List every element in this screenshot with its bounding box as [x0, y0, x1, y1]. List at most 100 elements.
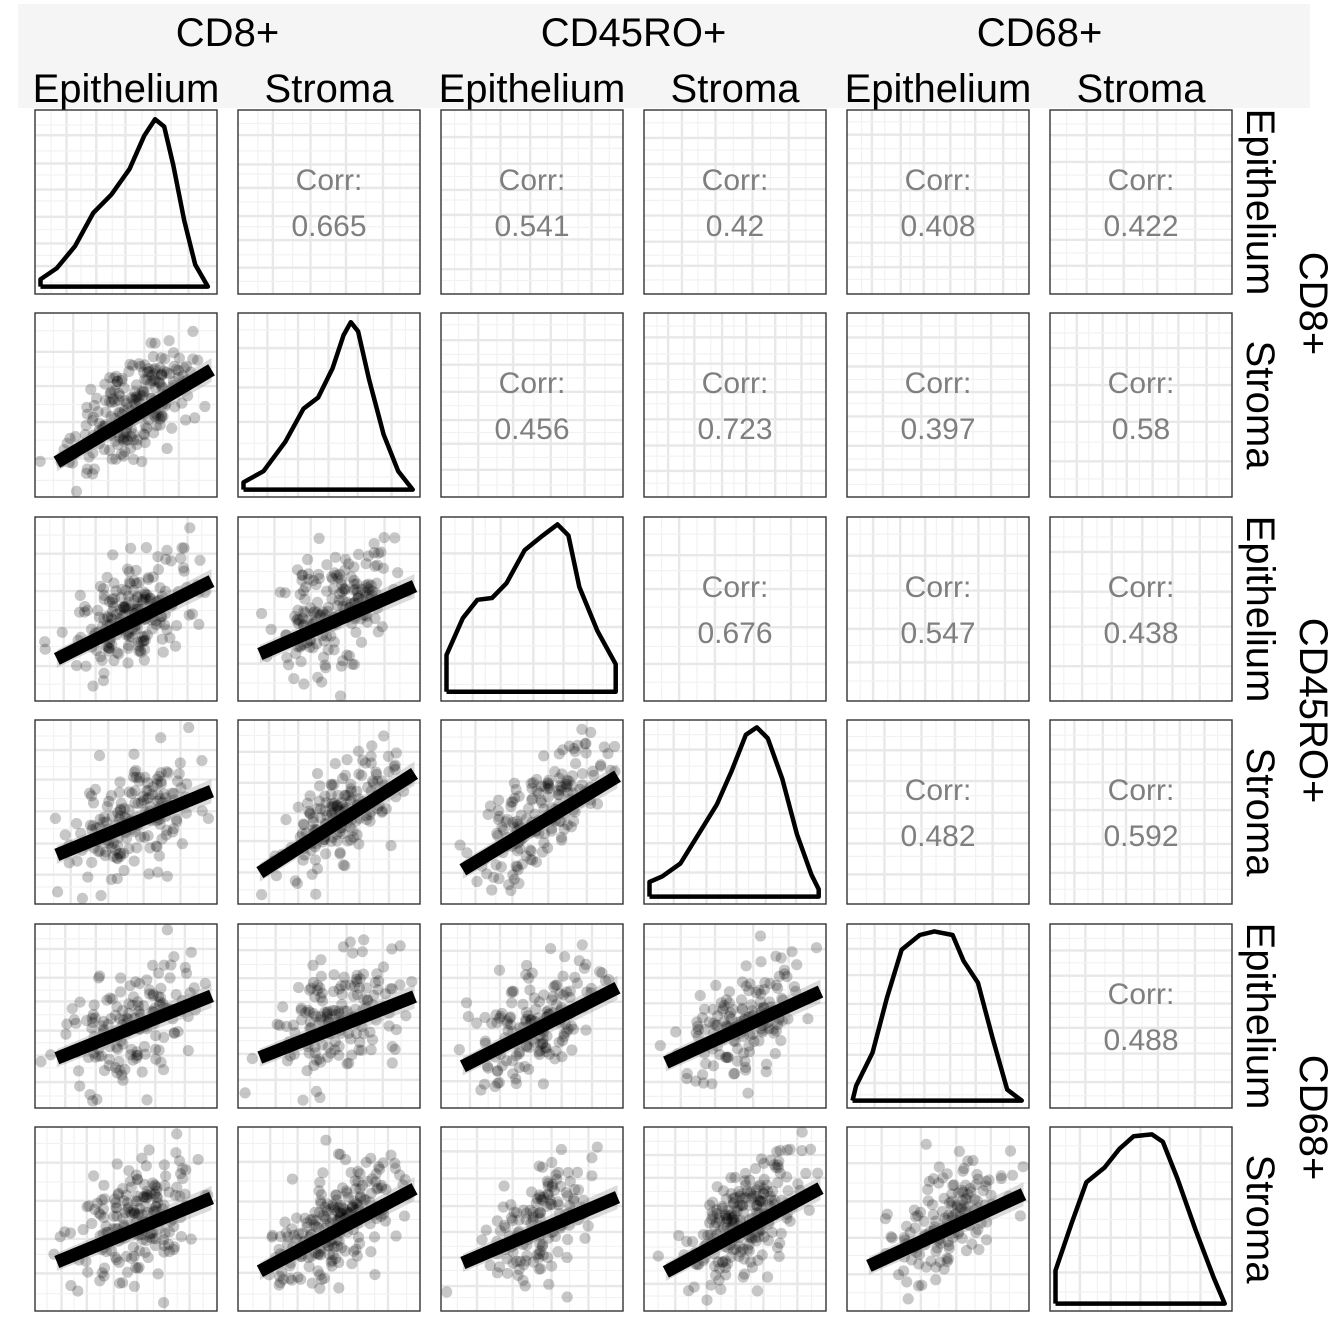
scatter-point [778, 964, 790, 976]
scatter-point [76, 892, 88, 905]
scatter-point [730, 1243, 742, 1255]
scatter-point [81, 1201, 93, 1213]
scatter-point [345, 1167, 357, 1179]
scatter-point [158, 1246, 170, 1258]
scatter-point [544, 782, 556, 794]
scatter-point [64, 432, 76, 444]
scatter-point [117, 1038, 129, 1050]
scatter-point [140, 1235, 152, 1247]
scatter-point [585, 982, 598, 995]
panel-cd45ro-epithelium-vs-cd68-stroma: Corr:0.438 [1049, 516, 1233, 702]
scatter-point [39, 643, 51, 655]
scatter-point [322, 1006, 334, 1018]
panel-cd45ro-stroma-vs-cd45ro-stroma [643, 719, 827, 905]
fit-line [459, 770, 621, 876]
scatter-point [791, 959, 803, 971]
scatter-point [326, 1255, 338, 1267]
scatter-point [355, 1192, 367, 1204]
scatter-point [74, 1080, 86, 1092]
scatter-point [362, 1175, 374, 1187]
scatter-point [310, 1010, 322, 1023]
scatter-point [715, 1283, 727, 1295]
scatter-point [562, 1190, 574, 1202]
scatter-point [563, 775, 575, 787]
scatter-point [586, 1170, 598, 1182]
corr-value: 0.408 [900, 210, 975, 243]
panel-border [237, 109, 421, 295]
scatter-point [956, 1194, 969, 1207]
scatter-point [108, 592, 120, 604]
scatter-point [346, 658, 358, 670]
scatter-point [297, 569, 309, 581]
scatter-point [371, 768, 383, 781]
scatter-point [484, 1259, 496, 1271]
scatter-point [158, 959, 170, 971]
scatter-point [699, 1003, 711, 1015]
scatter-point [681, 1073, 693, 1085]
corr-label: Corr: [1108, 571, 1175, 604]
scatter-point [307, 812, 319, 824]
scatter-point [967, 1154, 979, 1167]
scatter-point [505, 796, 517, 808]
scatter-point [339, 1245, 351, 1257]
scatter-point [392, 567, 404, 579]
scatter-point [132, 1000, 144, 1012]
scatter-point [154, 377, 166, 389]
scatter-point [389, 532, 401, 544]
scatter-point [91, 1093, 103, 1105]
scatter-point [942, 1209, 955, 1221]
scatter-point [127, 1054, 139, 1066]
corr-label: Corr: [702, 571, 769, 604]
scatter-point [930, 1261, 942, 1273]
scatter-point [155, 982, 167, 994]
scatter-point [351, 829, 363, 841]
scatter-point [128, 1205, 140, 1217]
scatter-point [329, 1005, 341, 1017]
scatter-point [246, 1053, 258, 1065]
scatter-point [113, 388, 125, 400]
scatter-point [282, 1238, 294, 1250]
scatter-point [333, 1256, 345, 1269]
scatter-point [723, 1210, 735, 1222]
scatter-point [172, 1026, 184, 1038]
scatter-point [568, 1193, 580, 1205]
top-variable-label-cd8-stroma: Stroma [265, 67, 395, 111]
scatter-point [157, 1064, 170, 1076]
panel-background [644, 720, 826, 904]
scatter-point [337, 1203, 350, 1215]
scatter-point [358, 1028, 370, 1040]
scatter-point [923, 1175, 936, 1188]
scatter-point [310, 578, 322, 591]
scatter-point [117, 1005, 129, 1017]
scatter-point [64, 1227, 76, 1239]
scatter-point [170, 989, 182, 1001]
panel-border [440, 719, 624, 905]
scatter-point [494, 1225, 506, 1237]
scatter-point [564, 1175, 576, 1187]
scatter-point [131, 1173, 143, 1185]
scatter-point [133, 1005, 145, 1018]
scatter-point [304, 1016, 316, 1028]
scatter-point [95, 890, 107, 902]
scatter-point [124, 358, 136, 370]
scatter-point [156, 368, 168, 380]
scatter-point [762, 1199, 774, 1211]
scatter-point [343, 1057, 355, 1069]
scatter-point [281, 652, 293, 664]
scatter-point [318, 1272, 330, 1284]
scatter-point [274, 586, 286, 598]
scatter-point [572, 1184, 585, 1196]
scatter-point [151, 1191, 163, 1203]
right-group-labels: CD8+CD45RO+CD68+ [1291, 252, 1335, 1181]
scatter-point [297, 1227, 309, 1239]
scatter-point [516, 858, 528, 870]
scatter-point [336, 586, 348, 598]
panel-border [34, 923, 218, 1109]
scatter-point [156, 369, 168, 381]
scatter-point [388, 760, 400, 773]
scatter-point [711, 1010, 724, 1022]
scatter-point [139, 588, 151, 600]
scatter-point [736, 1003, 748, 1015]
scatter-point [128, 594, 140, 607]
scatter-point [510, 1077, 522, 1090]
